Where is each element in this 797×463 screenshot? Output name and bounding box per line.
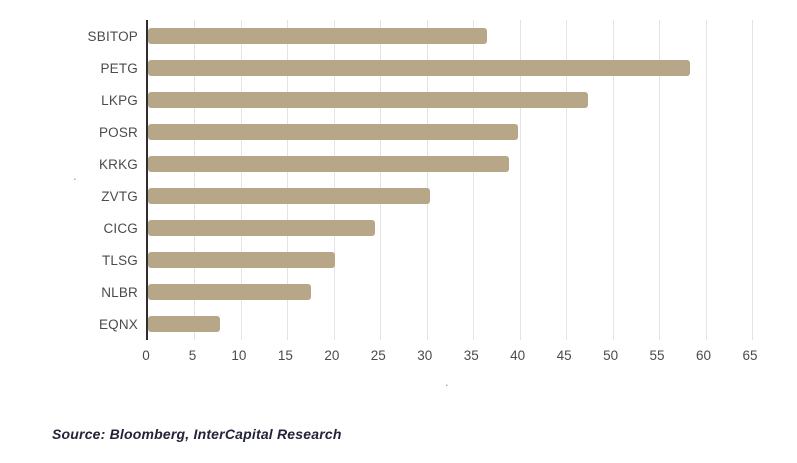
bar-row-posr xyxy=(148,116,750,148)
gridline-5 xyxy=(194,20,196,340)
x-tick-label-10: 10 xyxy=(231,348,247,363)
bar-row-tlsg xyxy=(148,244,750,276)
source-caption: Source: Bloomberg, InterCapital Research xyxy=(52,426,342,442)
bar-cicg xyxy=(148,220,375,236)
x-axis-title-dot: . xyxy=(445,374,449,389)
x-tick-label-55: 55 xyxy=(649,348,665,363)
category-label-sbitop: SBITOP xyxy=(87,28,138,44)
bar-petg xyxy=(148,60,690,76)
gridline-10 xyxy=(240,20,242,340)
bar-eqnx xyxy=(148,316,221,332)
gridline-15 xyxy=(287,20,289,340)
bar-sbitop xyxy=(148,28,488,44)
bar-row-cicg xyxy=(148,212,750,244)
gridline-60 xyxy=(705,20,707,340)
bar-lkpg xyxy=(148,92,589,108)
category-label-nlbr: NLBR xyxy=(101,284,138,300)
x-tick-label-60: 60 xyxy=(696,348,712,363)
bar-row-krkg xyxy=(148,148,750,180)
x-tick-label-65: 65 xyxy=(742,348,758,363)
y-axis-title-dot: . xyxy=(73,168,77,183)
category-label-krkg: KRKG xyxy=(98,156,138,172)
x-tick-label-20: 20 xyxy=(324,348,340,363)
gridline-40 xyxy=(519,20,521,340)
gridline-65 xyxy=(752,20,753,340)
gridline-35 xyxy=(473,20,475,340)
gridline-20 xyxy=(333,20,335,340)
bar-row-eqnx xyxy=(148,308,750,340)
x-axis-labels: 0 5 10 15 20 25 30 35 40 45 50 55 60 65 xyxy=(142,348,757,366)
gridline-50 xyxy=(612,20,614,340)
y-axis-labels: SBITOP PETG LKPG POSR KRKG ZVTG CICG TLSG NLBR EQ… xyxy=(0,20,138,340)
bar-row-zvtg xyxy=(148,180,750,212)
gridline-30 xyxy=(426,20,428,340)
plot-area xyxy=(146,20,753,340)
bar-row-sbitop xyxy=(148,20,750,52)
x-tick-label-5: 5 xyxy=(188,348,197,363)
bar-row-petg xyxy=(148,52,750,84)
bar-tlsg xyxy=(148,252,335,268)
category-label-posr: POSR xyxy=(98,124,138,140)
x-tick-label-0: 0 xyxy=(142,348,150,363)
x-tick-label-40: 40 xyxy=(510,348,526,363)
category-label-cicg: CICG xyxy=(103,220,138,236)
gridline-55 xyxy=(659,20,661,340)
category-label-eqnx: EQNX xyxy=(98,316,138,332)
bar-zvtg xyxy=(148,188,431,204)
x-tick-label-15: 15 xyxy=(277,348,293,363)
bar-krkg xyxy=(148,156,510,172)
bar-nlbr xyxy=(148,284,311,300)
bar-row-nlbr xyxy=(148,276,750,308)
category-label-lkpg: LKPG xyxy=(101,92,138,108)
x-tick-label-30: 30 xyxy=(417,348,433,363)
category-label-tlsg: TLSG xyxy=(101,252,138,268)
gridline-25 xyxy=(380,20,382,340)
bar-posr xyxy=(148,124,518,140)
x-tick-label-50: 50 xyxy=(603,348,619,363)
x-tick-label-35: 35 xyxy=(463,348,479,363)
bar-row-lkpg xyxy=(148,84,750,116)
gridline-45 xyxy=(566,20,568,340)
category-label-petg: PETG xyxy=(100,60,138,76)
x-tick-label-25: 25 xyxy=(370,348,386,363)
x-tick-label-45: 45 xyxy=(556,348,572,363)
category-label-zvtg: ZVTG xyxy=(101,188,138,204)
